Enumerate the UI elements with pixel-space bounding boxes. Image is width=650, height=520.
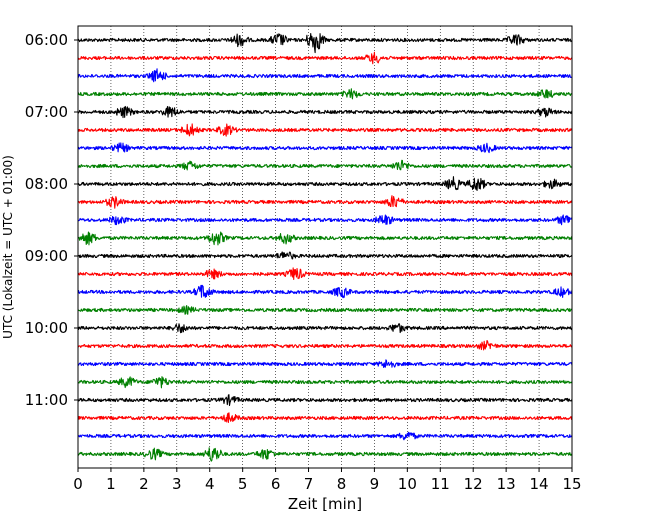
- trace-series: [77, 33, 573, 462]
- seismogram-trace-0715: [77, 123, 573, 137]
- seismogram-trace-1030: [77, 359, 573, 369]
- seismogram-trace-0800: [77, 176, 573, 191]
- seismogram-trace-0600: [77, 33, 573, 54]
- x-tick-label: 10: [398, 475, 417, 493]
- seismogram-trace-0700: [77, 105, 573, 119]
- x-tick-label: 4: [205, 475, 215, 493]
- seismogram-trace-0645: [77, 88, 573, 100]
- seismogram-trace-0615: [77, 51, 573, 65]
- x-tick-label: 11: [431, 475, 450, 493]
- seismogram-trace-1130: [77, 431, 573, 441]
- y-tick-label: 10:00: [25, 319, 68, 337]
- seismogram-trace-1045: [77, 376, 573, 389]
- y-tick-label: 06:00: [25, 31, 68, 49]
- x-tick-label: 5: [238, 475, 248, 493]
- x-tick-label: 3: [172, 475, 182, 493]
- x-tick-label: 8: [337, 475, 347, 493]
- seismogram-trace-1100: [77, 394, 573, 407]
- seismogram-trace-0945: [77, 305, 573, 315]
- seismogram-trace-0915: [77, 267, 573, 281]
- x-tick-label: 2: [139, 475, 149, 493]
- seismogram-trace-0745: [77, 159, 573, 171]
- y-axis-label: UTC (Lokalzeit = UTC + 01:00): [1, 155, 15, 339]
- seismogram-trace-0815: [77, 195, 573, 209]
- seismogram-trace-1145: [77, 447, 573, 462]
- x-tick-label: 14: [530, 475, 549, 493]
- seismogram-trace-0630: [77, 68, 573, 83]
- x-axis-ticks: 0 1 2 3 4 5 6 7 8 9 10 11 12 13 14 15: [73, 468, 582, 493]
- x-axis-label: Zeit [min]: [288, 495, 362, 513]
- y-tick-label: 07:00: [25, 103, 68, 121]
- seismogram-trace-0830: [77, 214, 573, 226]
- plot-frame: [77, 25, 573, 469]
- y-tick-label: 08:00: [25, 175, 68, 193]
- x-tick-label: 9: [370, 475, 380, 493]
- x-tick-label: 15: [562, 475, 581, 493]
- x-tick-label: 13: [497, 475, 516, 493]
- x-tick-label: 7: [304, 475, 314, 493]
- x-tick-label: 12: [464, 475, 483, 493]
- x-tick-label: 6: [271, 475, 281, 493]
- seismogram-trace-0930: [77, 284, 573, 299]
- seismogram-trace-0730: [77, 142, 573, 154]
- seismogram-trace-1015: [77, 340, 573, 351]
- seismogram-trace-1115: [77, 412, 573, 424]
- x-tick-label: 1: [106, 475, 116, 493]
- seismogram-trace-0900: [77, 251, 573, 260]
- y-axis-ticks: 06:00 07:00 08:00 09:00 10:00 11:00: [25, 31, 78, 409]
- x-tick-label: 0: [73, 475, 83, 493]
- y-tick-label: 09:00: [25, 247, 68, 265]
- seismogram-trace-1000: [77, 323, 573, 334]
- seismogram-trace-0845: [77, 231, 573, 246]
- y-tick-label: 11:00: [25, 391, 68, 409]
